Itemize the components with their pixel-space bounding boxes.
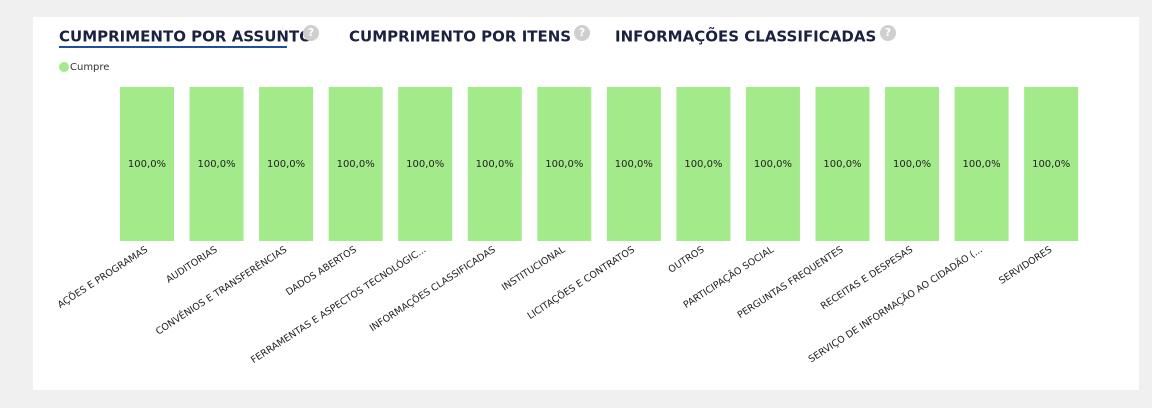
- value-label: 100,0%: [754, 159, 792, 170]
- bar: [606, 87, 661, 241]
- value-label: 100,0%: [615, 159, 653, 170]
- value-label: 100,0%: [963, 159, 1001, 170]
- value-label: 100,0%: [476, 159, 514, 170]
- bar: [398, 87, 453, 241]
- value-label: 100,0%: [823, 159, 861, 170]
- help-icon-text: ?: [579, 26, 585, 39]
- value-label: 100,0%: [684, 159, 722, 170]
- help-icon[interactable]: [574, 25, 590, 41]
- bar: [815, 87, 870, 241]
- bar: [745, 87, 800, 241]
- value-label: 100,0%: [337, 159, 375, 170]
- help-icon[interactable]: [303, 25, 319, 41]
- bar: [537, 87, 592, 241]
- help-icon[interactable]: [880, 25, 896, 41]
- value-label: 100,0%: [128, 159, 166, 170]
- tab[interactable]: INFORMAÇÕES CLASSIFICADAS: [615, 27, 876, 46]
- tab-underline: [59, 46, 287, 48]
- value-label: 100,0%: [893, 159, 931, 170]
- bar: [885, 87, 940, 241]
- legend-marker: [59, 62, 69, 72]
- bar: [328, 87, 383, 241]
- value-label: 100,0%: [406, 159, 444, 170]
- help-icon-text: ?: [308, 26, 314, 39]
- tab[interactable]: CUMPRIMENTO POR ASSUNTO: [59, 28, 312, 46]
- value-label: 100,0%: [1032, 159, 1070, 170]
- value-label: 100,0%: [197, 159, 235, 170]
- value-label: 100,0%: [545, 159, 583, 170]
- tab[interactable]: CUMPRIMENTO POR ITENS: [349, 28, 571, 46]
- bar: [954, 87, 1009, 241]
- bar: [1024, 87, 1079, 241]
- bar: [259, 87, 314, 241]
- legend-label: Cumpre: [70, 62, 109, 73]
- bar: [676, 87, 731, 241]
- bar: [120, 87, 174, 241]
- bar: [189, 87, 244, 241]
- help-icon-text: ?: [885, 26, 891, 39]
- value-label: 100,0%: [267, 159, 305, 170]
- bar: [467, 87, 522, 241]
